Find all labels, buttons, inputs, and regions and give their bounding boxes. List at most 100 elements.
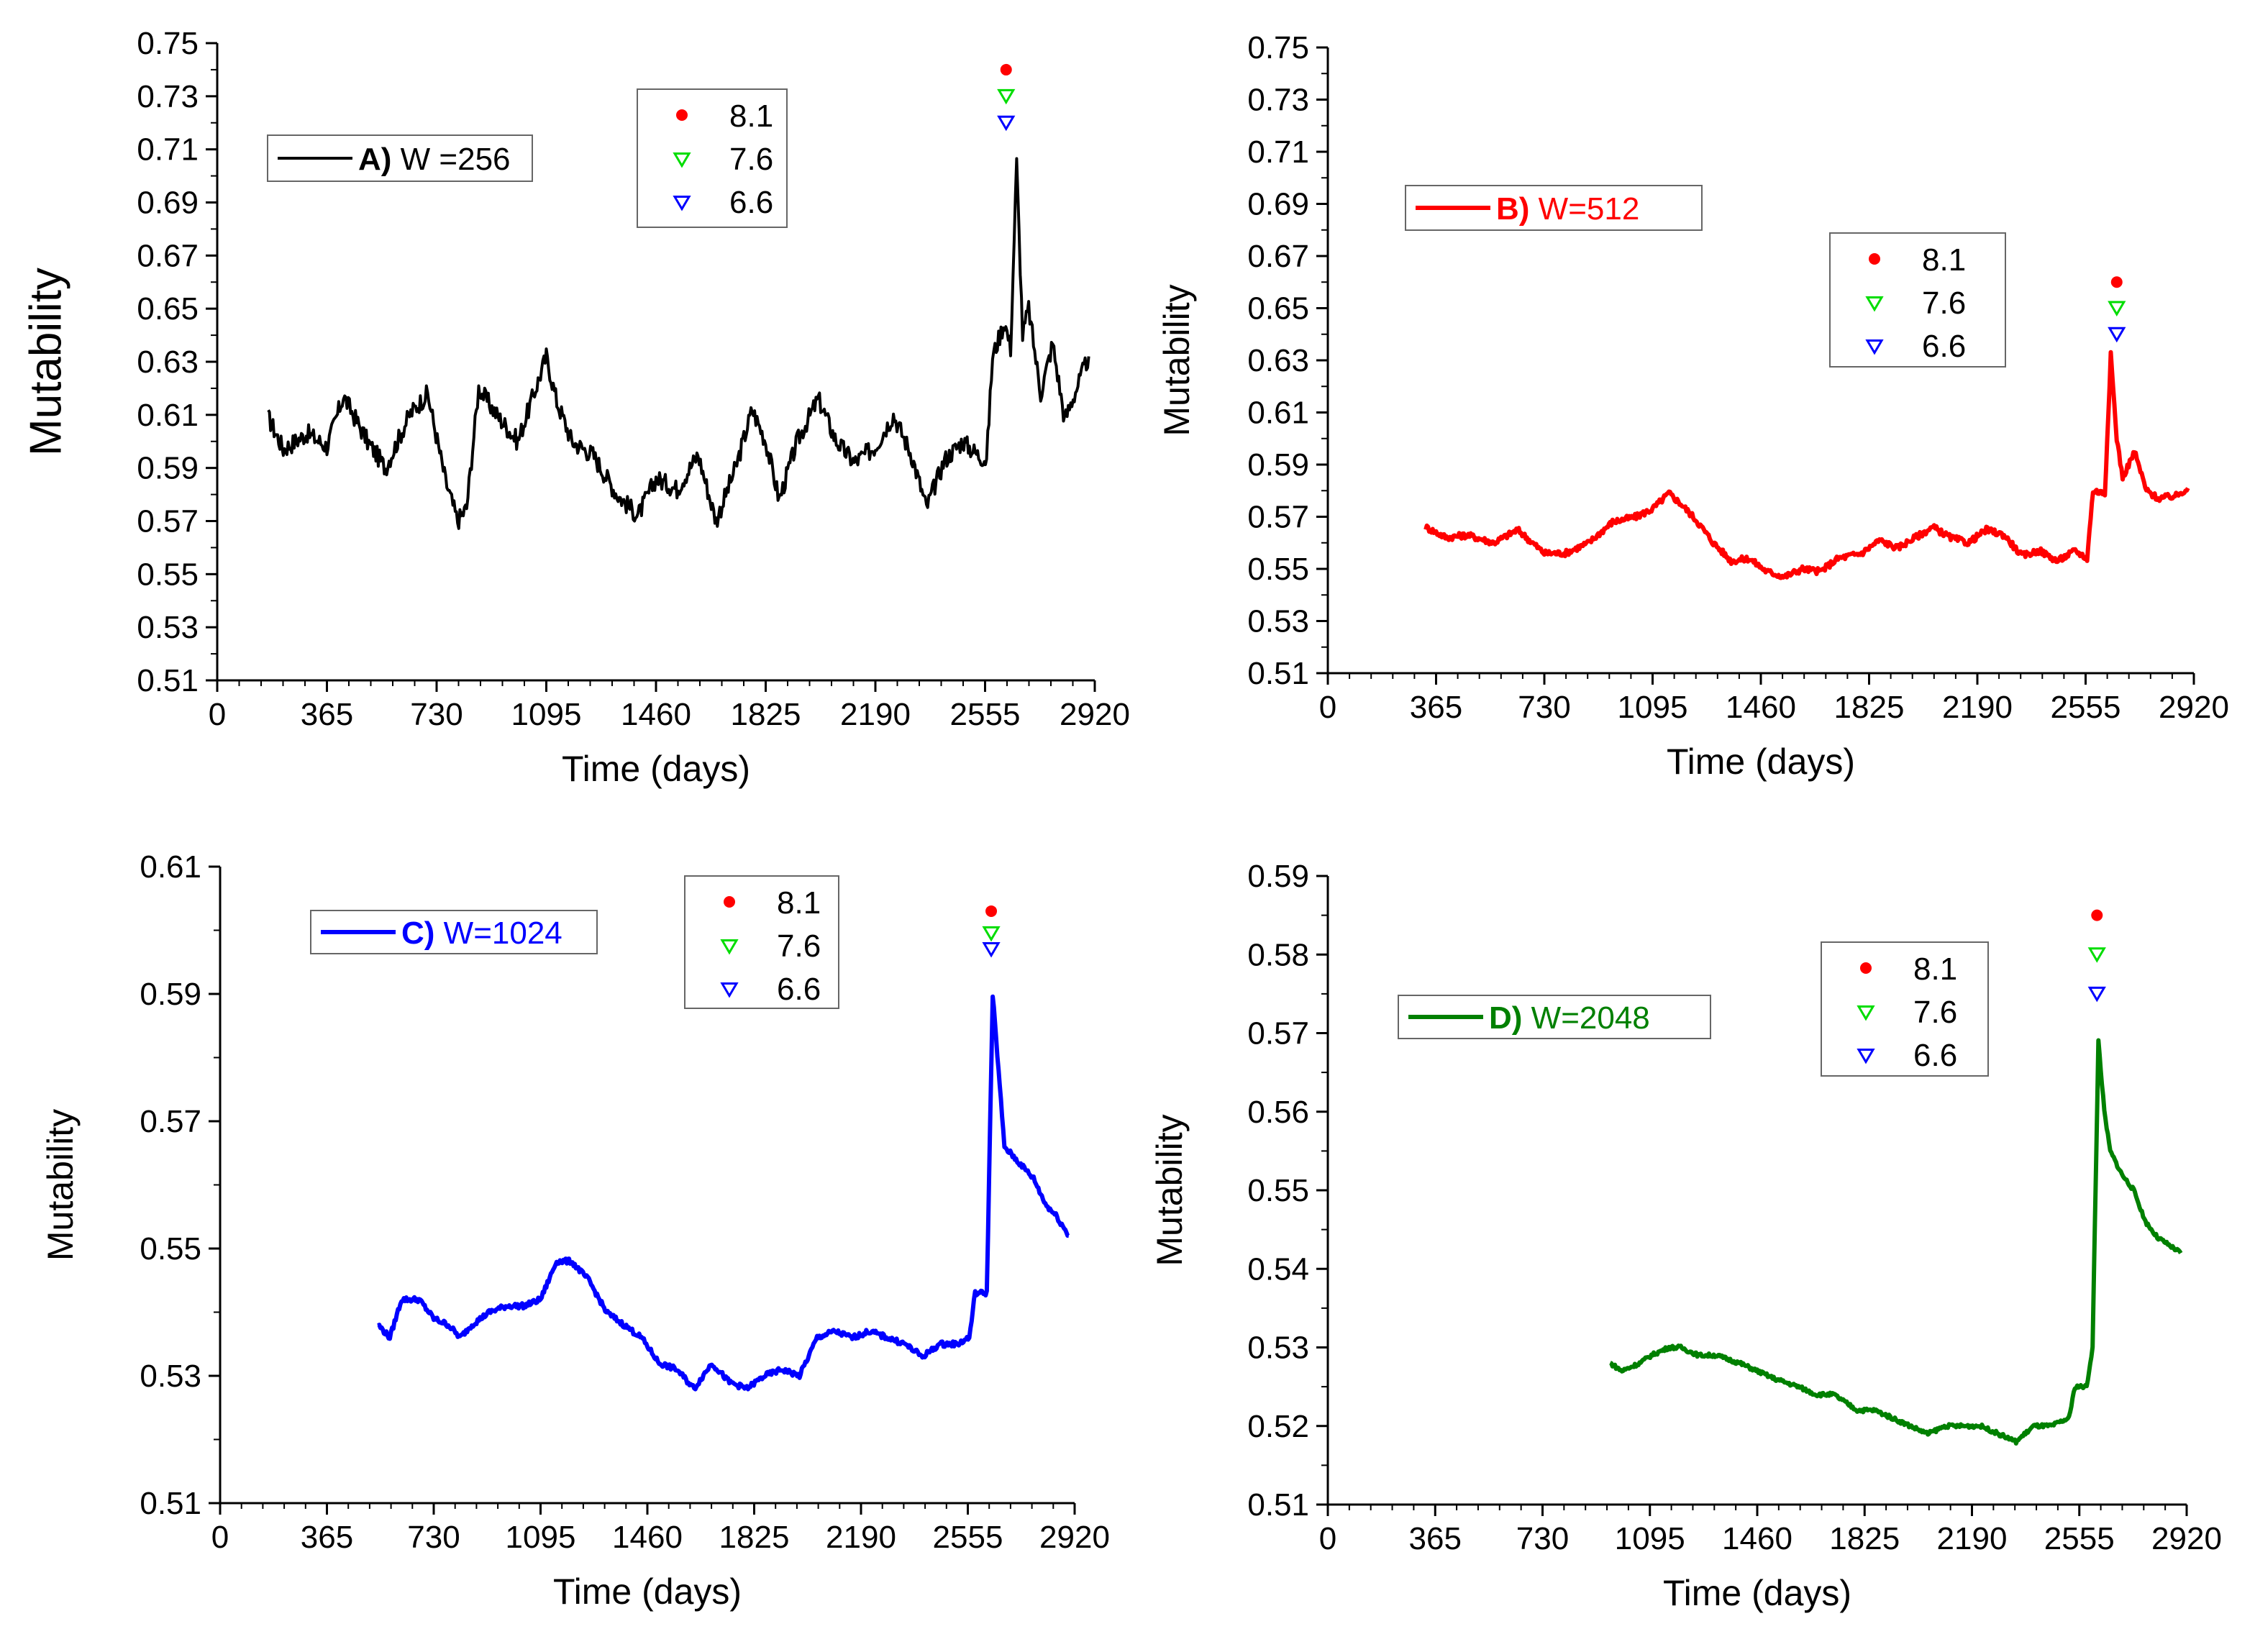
x-tick-label: 1460 <box>612 1520 683 1555</box>
series-line-a <box>267 157 1090 530</box>
x-tick-label: 365 <box>301 697 353 732</box>
magnitude-legend-label: 6.6 <box>729 185 773 220</box>
series-legend-label: B) W=512 <box>1496 191 1639 227</box>
y-tick-label: 0.59 <box>140 977 201 1012</box>
peak-marker-7-6 <box>2087 947 2106 963</box>
y-tick-label: 0.67 <box>137 238 199 273</box>
x-tick-label: 2555 <box>950 697 1021 732</box>
y-tick-label: 0.55 <box>1247 552 1309 587</box>
y-tick-label: 0.57 <box>140 1104 201 1139</box>
y-tick-label: 0.63 <box>1247 343 1309 378</box>
y-tick-label: 0.57 <box>1247 1016 1309 1051</box>
y-tick-label: 0.55 <box>137 557 199 592</box>
chart-panel-b: 0 365 730 1095 1460 1825 2190 2555 2920 0.51 0.53 0… <box>1157 30 2229 782</box>
y-tick-label: 0.55 <box>140 1231 201 1267</box>
magnitude-legend-symbol <box>1857 1005 1875 1021</box>
series-legend-label-bold: C) <box>401 916 434 951</box>
magnitude-legend-box <box>637 88 788 228</box>
y-axis-title: Mutability <box>1149 1114 1190 1266</box>
y-tick-label: 0.71 <box>1247 134 1309 170</box>
y-tick-label: 0.73 <box>1247 83 1309 118</box>
x-tick-label: 1460 <box>621 697 691 732</box>
magnitude-legend-label: 6.6 <box>777 972 821 1007</box>
y-tick-label: 0.75 <box>137 26 199 61</box>
series-legend-label-bold: B) <box>1496 191 1529 227</box>
chart-panel-a: 0 365 730 1095 1460 1825 2190 2555 2920 0.51 0.53 0… <box>21 26 1130 789</box>
y-tick-label: 0.51 <box>1247 656 1309 691</box>
series-line-d <box>1609 1038 2183 1446</box>
y-tick-label: 0.63 <box>137 344 199 380</box>
x-tick-label: 365 <box>301 1520 353 1555</box>
magnitude-legend-label: 8.1 <box>1913 952 1957 987</box>
magnitude-legend-symbol <box>1865 296 1884 312</box>
x-tick-label: 2920 <box>1039 1520 1110 1555</box>
x-axis-title: Time (days) <box>553 1571 742 1612</box>
x-axis-title: Time (days) <box>1667 741 1855 782</box>
chart-panel-c: 0 365 730 1095 1460 1825 2190 2555 2920 0.51 0.53 0… <box>40 849 1110 1612</box>
y-axis-title: Mutability <box>21 268 70 456</box>
chart-panel-d: 0 365 730 1095 1460 1825 2190 2555 2920 0.51 0.52 0… <box>1149 859 2222 1613</box>
x-tick-label: 0 <box>209 697 226 732</box>
y-axis-title: Mutability <box>1157 284 1197 436</box>
peak-marker-6-6 <box>2087 986 2106 1003</box>
x-tick-label: 730 <box>1516 1521 1569 1556</box>
x-tick-label: 730 <box>410 697 463 732</box>
y-tick-label: 0.59 <box>137 451 199 486</box>
series-legend-label: C) W=1024 <box>401 916 562 951</box>
magnitude-legend-label: 7.6 <box>1922 286 1966 321</box>
y-tick-label: 0.53 <box>140 1359 201 1394</box>
magnitude-legend-label: 8.1 <box>777 885 821 921</box>
y-tick-label: 0.73 <box>137 79 199 114</box>
magnitude-legend-box <box>1829 232 2006 368</box>
y-tick-label: 0.55 <box>1247 1173 1309 1208</box>
y-tick-label: 0.51 <box>1247 1487 1309 1523</box>
x-tick-label: 2555 <box>933 1520 1003 1555</box>
x-tick-label: 1460 <box>1726 690 1796 725</box>
magnitude-legend-label: 7.6 <box>1913 995 1957 1030</box>
peak-marker-8-1 <box>985 905 998 917</box>
magnitude-legend-symbol <box>1865 339 1884 355</box>
y-tick-label: 0.75 <box>1247 30 1309 65</box>
y-tick-label: 0.61 <box>1247 396 1309 431</box>
y-tick-label: 0.52 <box>1247 1409 1309 1444</box>
series-legend-label: D) W=2048 <box>1489 1000 1650 1036</box>
x-tick-label: 1825 <box>1829 1521 1900 1556</box>
y-axis-title: Mutability <box>40 1109 81 1261</box>
peak-marker-8-1 <box>2091 909 2103 921</box>
x-tick-label: 1825 <box>719 1520 790 1555</box>
x-tick-label: 365 <box>1410 690 1462 725</box>
magnitude-legend-symbol <box>673 152 691 168</box>
peak-marker-8-1 <box>1000 63 1012 76</box>
peak-marker-6-6 <box>997 115 1016 132</box>
x-tick-label: 2190 <box>840 697 911 732</box>
y-tick-label: 0.54 <box>1247 1251 1309 1287</box>
x-tick-label: 730 <box>407 1520 460 1555</box>
series-legend-label-rest: W=512 <box>1529 191 1639 227</box>
x-tick-label: 0 <box>211 1520 229 1555</box>
x-tick-label: 0 <box>1319 1521 1336 1556</box>
series-line-c <box>377 994 1070 1392</box>
magnitude-legend-symbol <box>1857 1049 1875 1064</box>
x-axis-title: Time (days) <box>562 749 750 789</box>
series-legend-label-bold: A) <box>358 142 391 177</box>
x-tick-label: 1460 <box>1722 1521 1792 1556</box>
y-tick-label: 0.53 <box>1247 1331 1309 1366</box>
y-tick-label: 0.53 <box>137 610 199 645</box>
x-tick-label: 2920 <box>2159 690 2229 725</box>
series-legend-label-rest: W =256 <box>391 142 510 177</box>
magnitude-legend-label: 7.6 <box>777 928 821 964</box>
magnitude-legend-symbol <box>1860 962 1872 974</box>
x-tick-label: 365 <box>1409 1521 1462 1556</box>
magnitude-legend-symbol <box>673 196 691 211</box>
series-legend-label-rest: W=1024 <box>434 916 562 951</box>
y-tick-label: 0.53 <box>1247 604 1309 639</box>
x-axis-title: Time (days) <box>1663 1573 1851 1613</box>
x-tick-label: 2190 <box>1942 690 2013 725</box>
magnitude-legend-symbol <box>720 939 739 955</box>
x-tick-label: 1095 <box>1615 1521 1685 1556</box>
y-tick-label: 0.57 <box>137 504 199 539</box>
y-tick-label: 0.59 <box>1247 859 1309 894</box>
y-tick-label: 0.71 <box>137 132 199 168</box>
x-tick-label: 730 <box>1518 690 1570 725</box>
